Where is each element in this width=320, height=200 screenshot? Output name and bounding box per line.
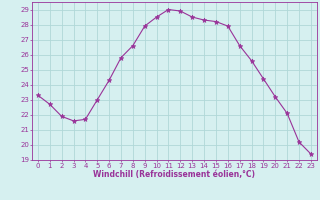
X-axis label: Windchill (Refroidissement éolien,°C): Windchill (Refroidissement éolien,°C) [93,170,255,179]
